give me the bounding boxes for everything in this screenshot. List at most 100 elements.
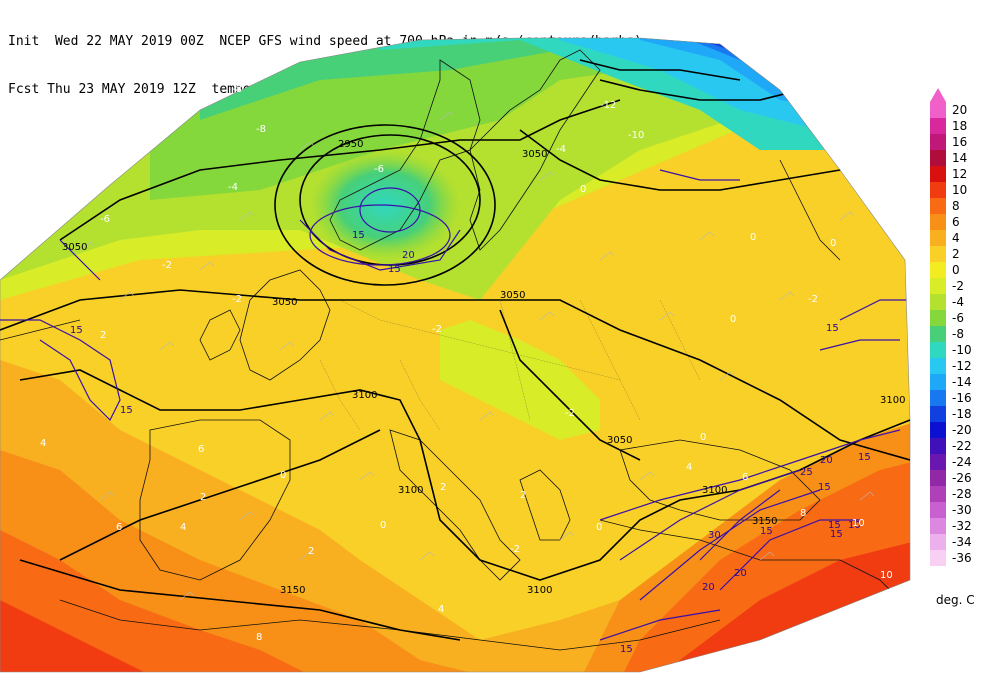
legend-label: -34: [952, 535, 972, 549]
legend-label: -8: [952, 327, 964, 341]
legend-row: -20: [930, 422, 990, 438]
wind-label: 30: [708, 530, 721, 541]
temp-label: 2: [200, 492, 206, 503]
legend-label: 6: [952, 215, 960, 229]
temp-label: -2: [510, 544, 520, 555]
geo-label: 3100: [352, 390, 377, 401]
legend-swatch: [930, 374, 946, 390]
wind-labels: 15 15 15 15 20 15 15 20 25 30 20 15 15 1…: [70, 230, 871, 655]
temp-label: -2: [808, 294, 818, 305]
wind-label: 15: [826, 323, 839, 334]
temp-label: 2: [520, 490, 526, 501]
temp-label: 8: [800, 508, 806, 519]
legend-swatch: [930, 486, 946, 502]
temp-label: 0: [830, 238, 836, 249]
legend-swatch: [930, 342, 946, 358]
wind-label: 15: [120, 405, 133, 416]
legend-label: -36: [952, 551, 972, 565]
wind-label: 10: [848, 520, 861, 531]
wind-label: 15: [70, 325, 83, 336]
temp-label: 0: [730, 314, 736, 325]
legend-row: -8: [930, 326, 990, 342]
legend-label: -14: [952, 375, 972, 389]
temp-label: -2: [432, 324, 442, 335]
legend-swatch: [930, 390, 946, 406]
geo-label: 3050: [607, 435, 632, 446]
temp-label: -10: [628, 130, 644, 141]
legend-label: 0: [952, 263, 960, 277]
legend-row: -28: [930, 486, 990, 502]
legend-label: -2: [952, 279, 964, 293]
temp-label: 0: [280, 470, 286, 481]
wind-label: 15: [830, 529, 843, 540]
temp-label: -12: [600, 100, 616, 111]
legend-label: 4: [952, 231, 960, 245]
legend-label: 16: [952, 135, 968, 149]
legend-label: -22: [952, 439, 972, 453]
wind-label: 15: [828, 520, 841, 531]
legend-swatch: [930, 182, 946, 198]
legend-row: -6: [930, 310, 990, 326]
legend-row: -2: [930, 278, 990, 294]
temp-label: 0: [380, 520, 386, 531]
geo-label: 2950: [338, 139, 363, 150]
legend-label: -12: [952, 359, 972, 373]
legend-label: -10: [952, 343, 972, 357]
legend-swatch: [930, 134, 946, 150]
legend-swatch: [930, 214, 946, 230]
temp-label: -6: [100, 214, 110, 225]
legend-swatch: [930, 358, 946, 374]
legend-row: 8: [930, 198, 990, 214]
legend-swatch: [930, 278, 946, 294]
legend-swatch: [930, 166, 946, 182]
wind-label: 15: [352, 230, 365, 241]
legend-swatch: [930, 470, 946, 486]
temp-label: 4: [686, 462, 692, 473]
legend-swatch: [930, 294, 946, 310]
legend-row: 14: [930, 150, 990, 166]
temp-label: 10: [880, 570, 893, 581]
legend-row: -22: [930, 438, 990, 454]
temp-label: 0: [700, 432, 706, 443]
legend-row: 12: [930, 166, 990, 182]
legend-row: -34: [930, 534, 990, 550]
legend-label: 18: [952, 119, 968, 133]
legend-units: deg. C: [936, 593, 975, 607]
temp-label: 2: [440, 482, 446, 493]
legend-row: -14: [930, 374, 990, 390]
weather-map: 2950 3050 3050 3050 3050 3100 3100 3100 …: [0, 37, 911, 673]
legend-row: -26: [930, 470, 990, 486]
legend-swatch: [930, 534, 946, 550]
legend-row: -4: [930, 294, 990, 310]
temp-label: -4: [228, 182, 238, 193]
legend-swatch: [930, 102, 946, 118]
geo-label: 3100: [398, 485, 423, 496]
legend-swatch: [930, 230, 946, 246]
legend-label: -4: [952, 295, 964, 309]
legend-row: -36: [930, 550, 990, 566]
legend-row: -16: [930, 390, 990, 406]
legend-swatch: [930, 502, 946, 518]
temp-label: 4: [180, 522, 186, 533]
geo-label: 3050: [500, 290, 525, 301]
wind-label: 15: [388, 264, 401, 275]
geo-label: 3100: [527, 585, 552, 596]
geo-label: 3050: [62, 242, 87, 253]
legend-label: 2: [952, 247, 960, 261]
legend-row: -24: [930, 454, 990, 470]
legend-row: -30: [930, 502, 990, 518]
legend-row: 4: [930, 230, 990, 246]
legend-swatch: [930, 438, 946, 454]
legend-swatch: [930, 310, 946, 326]
legend-swatch: [930, 422, 946, 438]
geo-label: 3150: [280, 585, 305, 596]
legend-label: -18: [952, 407, 972, 421]
legend-label: 20: [952, 103, 968, 117]
legend-row: 0: [930, 262, 990, 278]
temp-label: -8: [232, 84, 242, 95]
legend-label: -6: [952, 311, 964, 325]
temp-label: 0: [750, 232, 756, 243]
temp-label: -2: [162, 260, 172, 271]
country-borders: [319, 299, 701, 431]
legend-swatch: [930, 262, 946, 278]
